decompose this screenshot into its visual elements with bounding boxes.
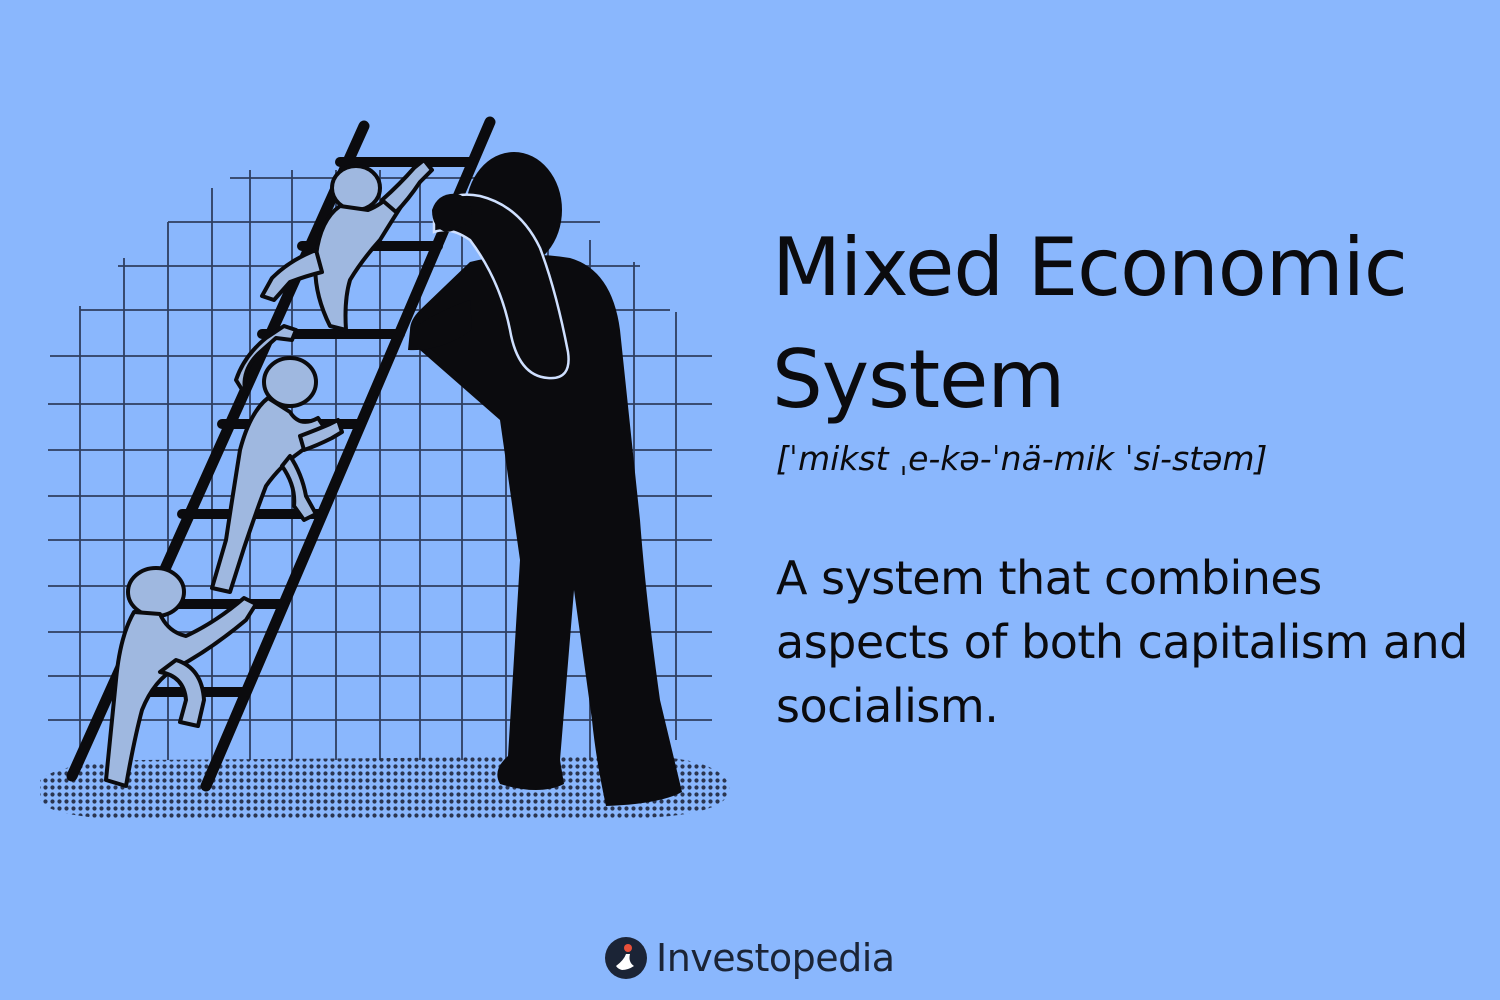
pronunciation: [ˈmikst ˌe-kə-ˈnä-mik ˈsi-stəm] xyxy=(776,439,1268,478)
climber-top xyxy=(260,158,434,332)
term-title: Mixed Economic System xyxy=(772,221,1408,426)
definition-text: A system that combines aspects of both c… xyxy=(776,551,1468,733)
climber-middle xyxy=(210,324,344,594)
brand-name: Investopedia xyxy=(656,936,895,980)
ladder-climbers-illustration xyxy=(40,116,730,820)
climber-bottom xyxy=(104,566,258,788)
brand-logo: Investopedia xyxy=(604,932,895,984)
large-figure xyxy=(408,152,682,807)
investopedia-logo-icon xyxy=(605,937,647,979)
